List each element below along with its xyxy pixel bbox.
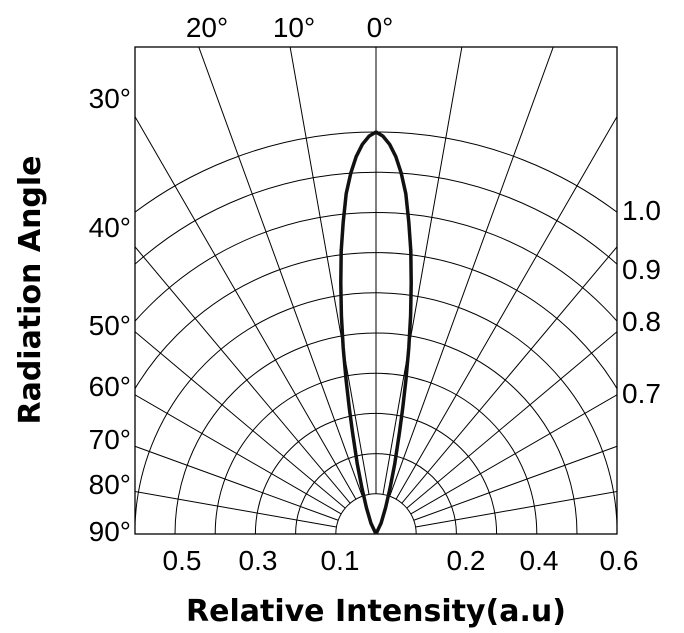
grid-spoke <box>135 394 342 515</box>
grid-spoke <box>415 490 617 528</box>
grid-spoke <box>382 47 463 495</box>
right-intensity-label: 1.0 <box>622 195 661 226</box>
tick-labels: 20° 10° 0° 30° 40° 50° 60° 70° 80° 90° 1.0 0.9 0.8 0.… <box>89 12 661 576</box>
bottom-intensity-label: 0.3 <box>239 545 278 576</box>
x-axis-title: Relative Intensity(a.u) <box>186 594 566 629</box>
grid-spoke <box>406 331 617 509</box>
grid-spoke <box>135 445 339 521</box>
top-angle-label: 10° <box>273 12 315 43</box>
grid-spoke <box>395 115 617 500</box>
grid-spoke <box>289 47 370 495</box>
bottom-intensity-label: 0.2 <box>447 545 486 576</box>
grid-spoke <box>389 47 554 497</box>
right-intensity-label: 0.7 <box>622 378 661 409</box>
grid-spoke <box>413 445 617 521</box>
left-angle-label: 80° <box>89 469 131 500</box>
y-axis-title: Radiation Angle <box>13 155 48 424</box>
top-angle-label: 20° <box>186 12 228 43</box>
bottom-intensity-label: 0.6 <box>600 545 639 576</box>
grid-spoke <box>135 115 357 500</box>
top-angle-label: 0° <box>367 12 394 43</box>
grid-spoke <box>135 490 337 528</box>
grid-spoke <box>410 394 617 515</box>
bottom-intensity-label: 0.4 <box>520 545 559 576</box>
bottom-intensity-label: 0.5 <box>163 545 202 576</box>
left-angle-label: 60° <box>89 371 131 402</box>
left-angle-label: 40° <box>89 212 131 243</box>
left-angle-label: 90° <box>89 516 131 547</box>
right-intensity-label: 0.9 <box>622 254 661 285</box>
grid-spoke <box>401 246 617 504</box>
grid-spoke <box>198 47 363 497</box>
left-angle-label: 70° <box>89 424 131 455</box>
right-intensity-label: 0.8 <box>622 306 661 337</box>
grid-spoke <box>135 331 346 509</box>
intensity-curves <box>339 130 413 535</box>
intensity-curve <box>339 130 413 535</box>
bottom-intensity-label: 0.1 <box>321 545 360 576</box>
grid-spoke <box>135 246 351 504</box>
left-angle-label: 50° <box>89 310 131 341</box>
left-angle-label: 30° <box>89 83 131 114</box>
